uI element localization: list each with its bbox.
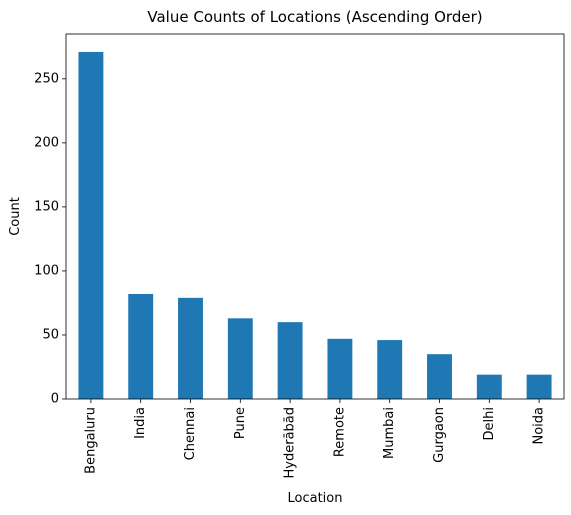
y-tick-label: 250 [34, 71, 59, 86]
bar-delhi [476, 374, 502, 399]
x-axis-title: Location [288, 491, 343, 506]
y-axis: 0 50 100 150 200 250 [34, 71, 66, 407]
bar-bengaluru [78, 51, 104, 400]
bar-gurgaon [427, 354, 452, 399]
x-tick-label: Bengaluru [83, 407, 98, 474]
bar-hyder-b-d [277, 322, 303, 399]
chart-title: Value Counts of Locations (Ascending Ord… [147, 8, 482, 26]
x-tick-label: Pune [233, 407, 248, 439]
x-tick-label: Remote [332, 407, 347, 457]
y-tick-label: 200 [34, 135, 59, 150]
x-tick-label: India [133, 407, 148, 439]
y-tick-label: 100 [34, 263, 59, 278]
x-tick-label: Noida [532, 407, 547, 445]
x-tick-label: Hyderābād [283, 407, 298, 479]
bars-group [78, 51, 552, 400]
x-tick-label: Delhi [482, 407, 497, 440]
y-tick-label: 50 [42, 327, 59, 342]
bar-india [128, 293, 154, 399]
y-axis-title: Count [8, 197, 23, 236]
x-tick-label: Gurgaon [432, 407, 447, 463]
bar-mumbai [377, 340, 403, 399]
bar-chennai [178, 297, 203, 399]
y-tick-label: 150 [34, 199, 59, 214]
bar-remote [327, 338, 353, 399]
bar-pune [227, 318, 253, 399]
bar-noida [526, 374, 552, 399]
x-axis: Bengaluru India Chennai Pune Hyderābād Remote… [83, 399, 547, 479]
plot-frame [65, 33, 565, 400]
x-tick-label: Chennai [183, 407, 198, 460]
y-tick-label: 0 [51, 392, 59, 407]
x-tick-label: Mumbai [382, 407, 397, 459]
